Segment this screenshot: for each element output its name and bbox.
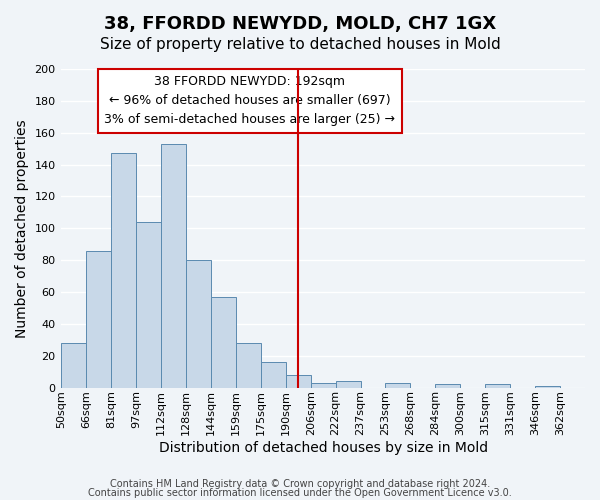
Text: Size of property relative to detached houses in Mold: Size of property relative to detached ho… [100, 38, 500, 52]
Bar [211, 297, 236, 388]
Y-axis label: Number of detached properties: Number of detached properties [15, 119, 29, 338]
Bar [61, 343, 86, 388]
Bar [136, 222, 161, 388]
Text: 38, FFORDD NEWYDD, MOLD, CH7 1GX: 38, FFORDD NEWYDD, MOLD, CH7 1GX [104, 15, 496, 33]
Text: 38 FFORDD NEWYDD: 192sqm
← 96% of detached houses are smaller (697)
3% of semi-d: 38 FFORDD NEWYDD: 192sqm ← 96% of detach… [104, 76, 395, 126]
Bar [436, 384, 460, 388]
Bar [161, 144, 186, 388]
Bar [261, 362, 286, 388]
Bar [335, 381, 361, 388]
Text: Contains public sector information licensed under the Open Government Licence v3: Contains public sector information licen… [88, 488, 512, 498]
Bar [385, 383, 410, 388]
X-axis label: Distribution of detached houses by size in Mold: Distribution of detached houses by size … [158, 441, 488, 455]
Bar [236, 343, 261, 388]
Bar [311, 383, 335, 388]
Bar [86, 250, 111, 388]
Bar [286, 375, 311, 388]
Bar [535, 386, 560, 388]
Bar [111, 154, 136, 388]
Text: Contains HM Land Registry data © Crown copyright and database right 2024.: Contains HM Land Registry data © Crown c… [110, 479, 490, 489]
Bar [485, 384, 510, 388]
Bar [186, 260, 211, 388]
